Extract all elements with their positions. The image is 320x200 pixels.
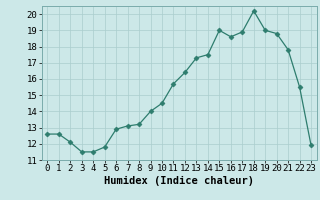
X-axis label: Humidex (Indice chaleur): Humidex (Indice chaleur)	[104, 176, 254, 186]
